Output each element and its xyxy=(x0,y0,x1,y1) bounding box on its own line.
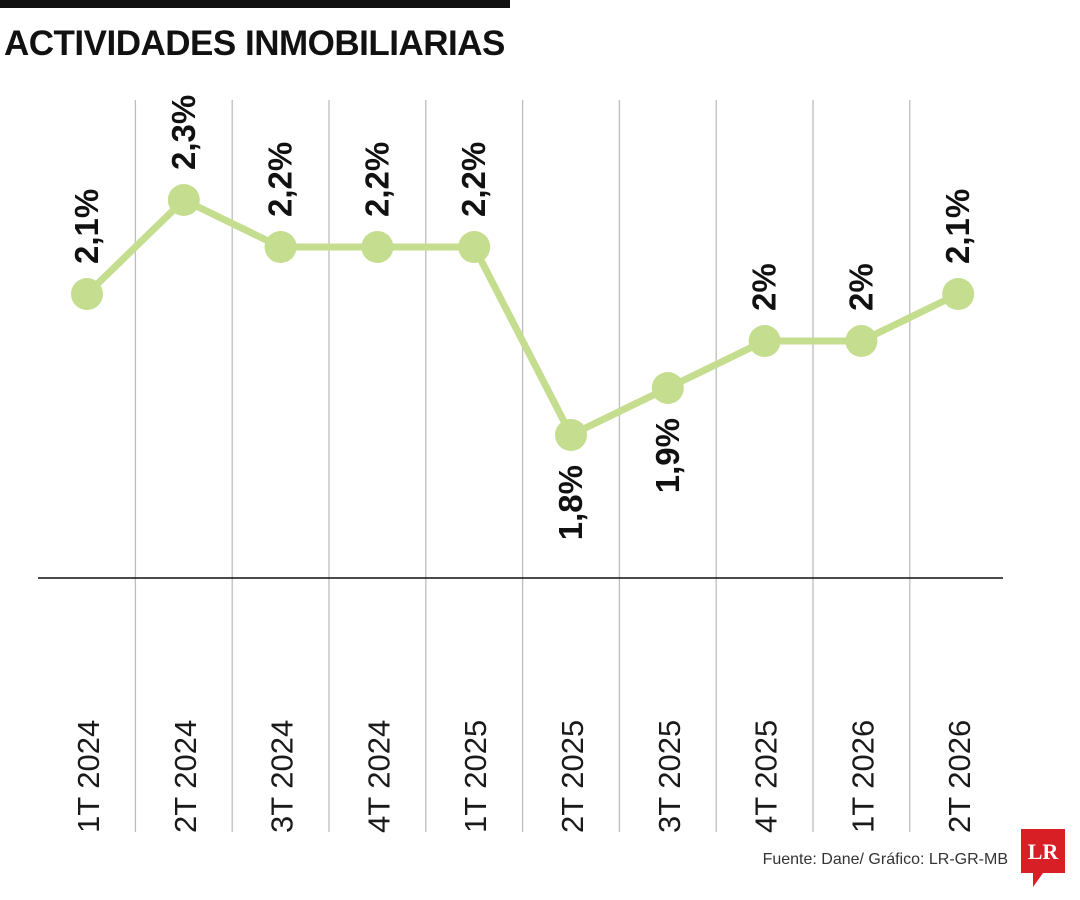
data-point xyxy=(942,278,975,310)
top-rule xyxy=(0,0,510,8)
x-tick-label: 1T 2024 xyxy=(71,720,106,833)
x-tick-label: 2T 2025 xyxy=(555,720,590,833)
series-line xyxy=(84,196,960,439)
data-point xyxy=(555,419,587,451)
x-tick-label: 2T 2026 xyxy=(942,720,977,833)
x-tick-label: 2T 2024 xyxy=(168,720,203,833)
chart-title: ACTIVIDADES INMOBILIARIAS xyxy=(4,24,505,63)
data-point xyxy=(458,231,491,263)
data-point xyxy=(361,231,394,263)
data-label: 1,9% xyxy=(649,418,686,493)
x-tick-label: 1T 2025 xyxy=(458,720,493,833)
x-tick-label: 4T 2024 xyxy=(361,720,396,833)
data-label: 2% xyxy=(842,263,879,311)
data-label: 2,1% xyxy=(68,189,105,264)
lr-logo: LR xyxy=(1021,829,1065,887)
data-label: 2,3% xyxy=(165,95,202,170)
logo-text: LR xyxy=(1028,839,1060,864)
data-labels: 2,1% 2,3% 2,2% 2,2% 2,2% 1,8% 1,9% 2% 2% 2,1% xyxy=(68,95,976,540)
x-tick-label: 3T 2025 xyxy=(652,720,687,833)
data-label: 2,1% xyxy=(939,189,976,264)
data-label: 2,2% xyxy=(455,142,492,217)
x-tick-label: 4T 2025 xyxy=(749,720,784,833)
data-point xyxy=(845,325,878,357)
source-note: Fuente: Dane/ Gráfico: LR-GR-MB xyxy=(762,851,1008,868)
data-points xyxy=(71,184,975,451)
grid-lines xyxy=(134,100,911,832)
data-point xyxy=(748,325,781,357)
data-label: 2,2% xyxy=(262,142,299,217)
data-point xyxy=(71,278,103,310)
data-point xyxy=(264,231,297,263)
data-label: 2,2% xyxy=(358,142,395,217)
x-tick-label: 1T 2026 xyxy=(845,720,880,833)
data-label: 1,8% xyxy=(552,465,589,540)
data-label: 2% xyxy=(746,263,783,311)
data-point xyxy=(167,184,200,216)
x-tick-labels: 1T 2024 2T 2024 3T 2024 4T 2024 1T 2025 2T 20… xyxy=(71,720,977,833)
x-tick-label: 3T 2024 xyxy=(265,720,300,833)
data-point xyxy=(651,372,684,404)
